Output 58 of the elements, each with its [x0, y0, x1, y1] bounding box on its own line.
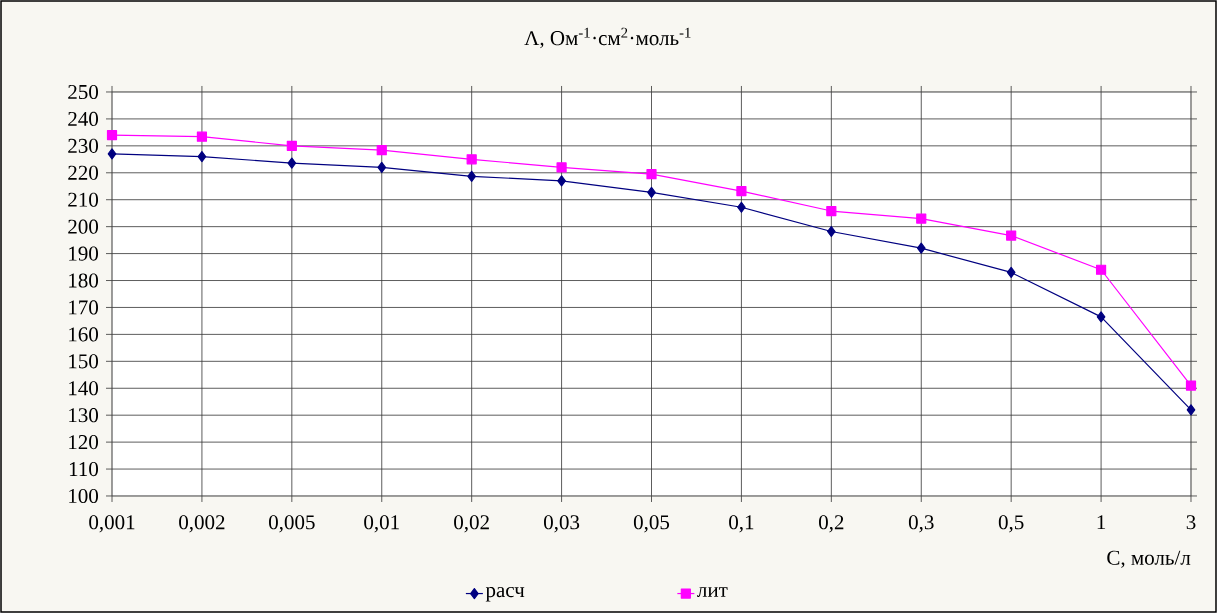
y-tick-label: 240	[68, 111, 99, 126]
point	[737, 201, 746, 213]
x-tick-label: 0,01	[364, 515, 399, 533]
x-tick-label: 3	[1186, 515, 1196, 530]
y-tick-label: 220	[68, 165, 99, 180]
point	[286, 140, 297, 151]
x-tick-label: 0,02	[454, 515, 489, 533]
point	[1096, 311, 1106, 323]
point	[466, 154, 477, 165]
y-tick-label: 110	[69, 461, 99, 477]
point	[1006, 230, 1017, 241]
x-tick-label: 1	[1097, 515, 1106, 530]
point	[196, 131, 208, 142]
x-axis-title: С, моль/л	[1107, 550, 1191, 568]
point	[107, 148, 117, 160]
y-tick-label: 180	[69, 273, 99, 288]
y-tick-label: 170	[69, 300, 99, 315]
x-tick-label: 0,05	[633, 515, 670, 533]
x-tick-label: 0,005	[269, 515, 315, 533]
y-tick-label: 120	[69, 435, 99, 450]
point	[377, 161, 387, 173]
y-tick-label: 190	[69, 246, 99, 261]
chart-title: Λ, Ом$^{-1}$·см$^{2}$·моль$^{-1}$	[524, 27, 691, 49]
point	[556, 162, 567, 173]
point	[1185, 380, 1197, 391]
y-tick-label: 230	[68, 138, 99, 153]
y-tick-label: 160	[69, 327, 99, 342]
point	[736, 186, 747, 197]
point	[197, 151, 207, 163]
x-tick-label: 0,1	[729, 515, 754, 533]
point	[557, 175, 566, 187]
y-tick-label: 100	[69, 488, 99, 504]
y-tick-label: 210	[68, 192, 99, 207]
x-tick-label: 0,001	[89, 515, 135, 533]
point	[1006, 266, 1016, 279]
x-tick-label: 0,002	[179, 515, 225, 533]
y-tick-label: 140	[69, 381, 99, 396]
x-tick-label: 0,2	[819, 515, 844, 533]
y-tick-label: 150	[69, 354, 99, 369]
point	[106, 129, 118, 141]
point	[646, 169, 657, 180]
point	[826, 205, 837, 217]
x-tick-label: 0,03	[544, 515, 580, 533]
point	[826, 225, 836, 238]
x-tick-label: 0,5	[998, 515, 1024, 533]
point	[287, 157, 297, 169]
point	[1186, 404, 1196, 416]
point	[376, 145, 387, 156]
y-tick-label: 250	[68, 84, 99, 100]
x-tick-label: 0,3	[908, 515, 934, 533]
point	[1095, 264, 1107, 275]
point	[916, 242, 926, 254]
legend-label: лит	[697, 587, 728, 597]
point	[467, 170, 477, 182]
legend-label: расч	[485, 587, 525, 602]
y-tick-label: 130	[69, 408, 99, 423]
point	[916, 213, 927, 224]
y-tick-label: 200	[68, 219, 99, 234]
